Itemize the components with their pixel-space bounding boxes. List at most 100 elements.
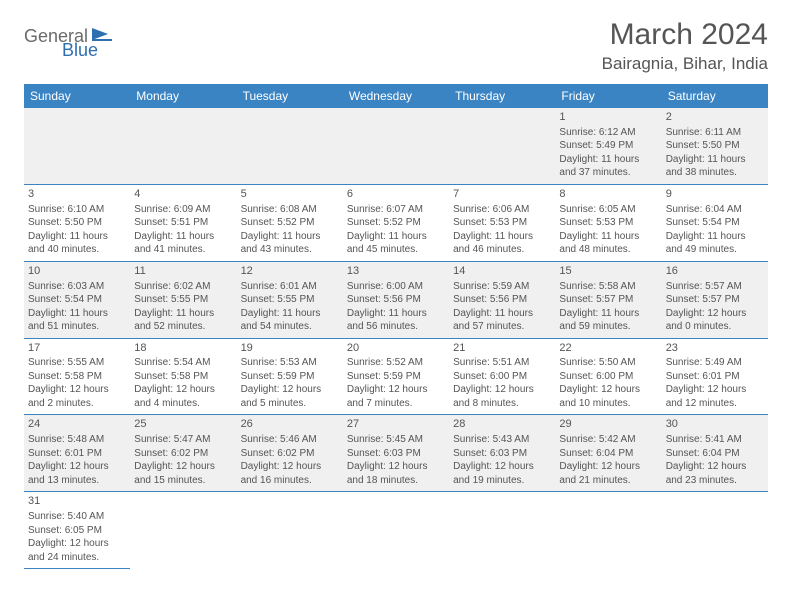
day-number: 19 bbox=[241, 341, 339, 356]
sunset-line: Sunset: 5:53 PM bbox=[453, 216, 551, 230]
daylight-line-1: Daylight: 11 hours bbox=[559, 153, 657, 167]
day-cell bbox=[555, 492, 661, 569]
daylight-line-2: and 19 minutes. bbox=[453, 474, 551, 488]
daylight-line-2: and 23 minutes. bbox=[666, 474, 764, 488]
sunrise-line: Sunrise: 6:04 AM bbox=[666, 203, 764, 217]
day-number: 3 bbox=[28, 187, 126, 202]
day-cell: 28Sunrise: 5:43 AMSunset: 6:03 PMDayligh… bbox=[449, 415, 555, 492]
day-cell: 3Sunrise: 6:10 AMSunset: 5:50 PMDaylight… bbox=[24, 184, 130, 261]
daylight-line-1: Daylight: 12 hours bbox=[347, 460, 445, 474]
day-number: 4 bbox=[134, 187, 232, 202]
day-header: Tuesday bbox=[237, 84, 343, 108]
daylight-line-2: and 13 minutes. bbox=[28, 474, 126, 488]
day-cell bbox=[130, 108, 236, 184]
daylight-line-2: and 43 minutes. bbox=[241, 243, 339, 257]
day-cell: 23Sunrise: 5:49 AMSunset: 6:01 PMDayligh… bbox=[662, 338, 768, 415]
day-cell: 9Sunrise: 6:04 AMSunset: 5:54 PMDaylight… bbox=[662, 184, 768, 261]
sunset-line: Sunset: 6:02 PM bbox=[241, 447, 339, 461]
day-number: 22 bbox=[559, 341, 657, 356]
day-number: 18 bbox=[134, 341, 232, 356]
sunset-line: Sunset: 5:57 PM bbox=[666, 293, 764, 307]
day-cell: 4Sunrise: 6:09 AMSunset: 5:51 PMDaylight… bbox=[130, 184, 236, 261]
week-row: 24Sunrise: 5:48 AMSunset: 6:01 PMDayligh… bbox=[24, 415, 768, 492]
day-cell: 26Sunrise: 5:46 AMSunset: 6:02 PMDayligh… bbox=[237, 415, 343, 492]
day-header: Wednesday bbox=[343, 84, 449, 108]
daylight-line-1: Daylight: 12 hours bbox=[666, 460, 764, 474]
daylight-line-1: Daylight: 11 hours bbox=[28, 307, 126, 321]
day-cell: 20Sunrise: 5:52 AMSunset: 5:59 PMDayligh… bbox=[343, 338, 449, 415]
day-number: 13 bbox=[347, 264, 445, 279]
daylight-line-1: Daylight: 11 hours bbox=[241, 307, 339, 321]
sunrise-line: Sunrise: 5:41 AM bbox=[666, 433, 764, 447]
week-row: 17Sunrise: 5:55 AMSunset: 5:58 PMDayligh… bbox=[24, 338, 768, 415]
sunrise-line: Sunrise: 6:12 AM bbox=[559, 126, 657, 140]
day-number: 2 bbox=[666, 110, 764, 125]
day-number: 23 bbox=[666, 341, 764, 356]
day-cell: 10Sunrise: 6:03 AMSunset: 5:54 PMDayligh… bbox=[24, 261, 130, 338]
sunrise-line: Sunrise: 6:07 AM bbox=[347, 203, 445, 217]
day-cell: 18Sunrise: 5:54 AMSunset: 5:58 PMDayligh… bbox=[130, 338, 236, 415]
day-cell: 19Sunrise: 5:53 AMSunset: 5:59 PMDayligh… bbox=[237, 338, 343, 415]
daylight-line-2: and 40 minutes. bbox=[28, 243, 126, 257]
sunrise-line: Sunrise: 6:11 AM bbox=[666, 126, 764, 140]
day-cell bbox=[343, 492, 449, 569]
daylight-line-2: and 38 minutes. bbox=[666, 166, 764, 180]
daylight-line-2: and 2 minutes. bbox=[28, 397, 126, 411]
month-title: March 2024 bbox=[602, 18, 768, 52]
day-header: Thursday bbox=[449, 84, 555, 108]
daylight-line-1: Daylight: 11 hours bbox=[347, 307, 445, 321]
sunrise-line: Sunrise: 6:08 AM bbox=[241, 203, 339, 217]
day-number: 31 bbox=[28, 494, 126, 509]
daylight-line-2: and 18 minutes. bbox=[347, 474, 445, 488]
day-cell: 14Sunrise: 5:59 AMSunset: 5:56 PMDayligh… bbox=[449, 261, 555, 338]
sunrise-line: Sunrise: 6:10 AM bbox=[28, 203, 126, 217]
day-cell bbox=[24, 108, 130, 184]
sunset-line: Sunset: 6:04 PM bbox=[666, 447, 764, 461]
day-number: 1 bbox=[559, 110, 657, 125]
sunset-line: Sunset: 6:01 PM bbox=[666, 370, 764, 384]
sunset-line: Sunset: 6:02 PM bbox=[134, 447, 232, 461]
sunset-line: Sunset: 5:59 PM bbox=[347, 370, 445, 384]
day-cell bbox=[662, 492, 768, 569]
day-cell bbox=[130, 492, 236, 569]
sunrise-line: Sunrise: 5:40 AM bbox=[28, 510, 126, 524]
daylight-line-2: and 41 minutes. bbox=[134, 243, 232, 257]
day-cell: 7Sunrise: 6:06 AMSunset: 5:53 PMDaylight… bbox=[449, 184, 555, 261]
day-cell: 8Sunrise: 6:05 AMSunset: 5:53 PMDaylight… bbox=[555, 184, 661, 261]
daylight-line-1: Daylight: 11 hours bbox=[666, 153, 764, 167]
day-cell: 13Sunrise: 6:00 AMSunset: 5:56 PMDayligh… bbox=[343, 261, 449, 338]
sunrise-line: Sunrise: 5:48 AM bbox=[28, 433, 126, 447]
sunset-line: Sunset: 5:54 PM bbox=[666, 216, 764, 230]
daylight-line-1: Daylight: 11 hours bbox=[241, 230, 339, 244]
daylight-line-2: and 56 minutes. bbox=[347, 320, 445, 334]
sunset-line: Sunset: 5:58 PM bbox=[134, 370, 232, 384]
daylight-line-2: and 57 minutes. bbox=[453, 320, 551, 334]
daylight-line-1: Daylight: 11 hours bbox=[28, 230, 126, 244]
sunset-line: Sunset: 5:59 PM bbox=[241, 370, 339, 384]
daylight-line-2: and 12 minutes. bbox=[666, 397, 764, 411]
sunset-line: Sunset: 5:55 PM bbox=[134, 293, 232, 307]
sunrise-line: Sunrise: 5:51 AM bbox=[453, 356, 551, 370]
day-number: 28 bbox=[453, 417, 551, 432]
day-cell: 29Sunrise: 5:42 AMSunset: 6:04 PMDayligh… bbox=[555, 415, 661, 492]
sunset-line: Sunset: 6:04 PM bbox=[559, 447, 657, 461]
sunset-line: Sunset: 5:51 PM bbox=[134, 216, 232, 230]
day-number: 16 bbox=[666, 264, 764, 279]
sunset-line: Sunset: 6:00 PM bbox=[559, 370, 657, 384]
daylight-line-1: Daylight: 12 hours bbox=[559, 383, 657, 397]
day-cell: 21Sunrise: 5:51 AMSunset: 6:00 PMDayligh… bbox=[449, 338, 555, 415]
sunrise-line: Sunrise: 5:50 AM bbox=[559, 356, 657, 370]
day-number: 6 bbox=[347, 187, 445, 202]
daylight-line-2: and 4 minutes. bbox=[134, 397, 232, 411]
daylight-line-1: Daylight: 12 hours bbox=[559, 460, 657, 474]
day-cell: 30Sunrise: 5:41 AMSunset: 6:04 PMDayligh… bbox=[662, 415, 768, 492]
sunrise-line: Sunrise: 5:42 AM bbox=[559, 433, 657, 447]
day-cell bbox=[237, 492, 343, 569]
sunrise-line: Sunrise: 5:52 AM bbox=[347, 356, 445, 370]
daylight-line-2: and 54 minutes. bbox=[241, 320, 339, 334]
day-number: 10 bbox=[28, 264, 126, 279]
calendar-table: Sunday Monday Tuesday Wednesday Thursday… bbox=[24, 84, 768, 569]
sunrise-line: Sunrise: 6:09 AM bbox=[134, 203, 232, 217]
sunrise-line: Sunrise: 5:49 AM bbox=[666, 356, 764, 370]
daylight-line-1: Daylight: 12 hours bbox=[241, 460, 339, 474]
